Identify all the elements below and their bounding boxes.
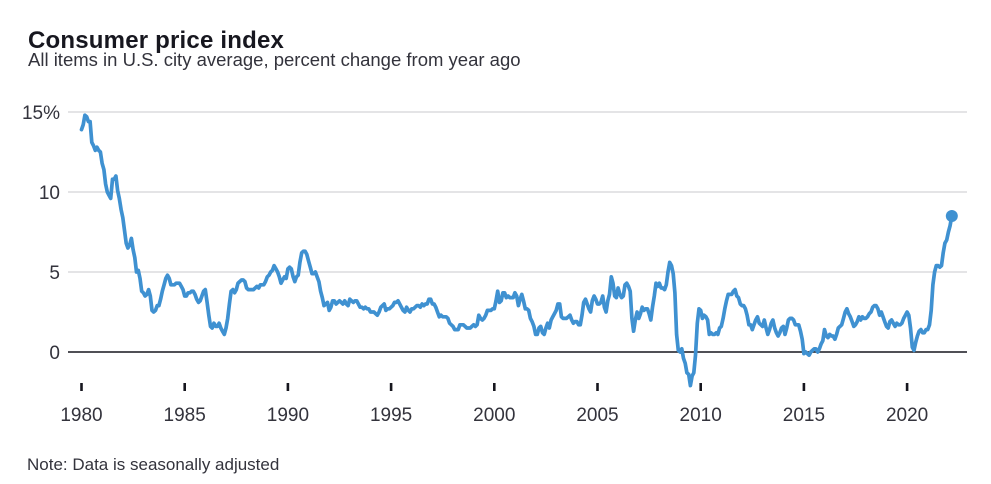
x-tick-label: 2005 [576,405,618,426]
latest-point-dot [945,210,958,222]
y-tick-label: 5 [49,263,60,284]
cpi-line-series [79,113,954,388]
chart-note: Note: Data is seasonally adjusted [27,455,280,474]
x-tick-label: 1995 [370,405,412,426]
chart-subtitle: All items in U.S. city average, percent … [28,49,521,70]
x-tick-label: 1985 [164,405,206,426]
y-tick-label: 10 [39,183,60,204]
x-tick-label: 2010 [680,405,722,426]
page-title: Consumer price index [28,27,285,55]
y-tick-label: 15% [22,103,60,124]
x-tick-label: 2015 [783,405,825,426]
x-tick-label: 2000 [473,405,515,426]
x-tick-label: 2020 [886,405,928,426]
x-tick-label: 1990 [267,405,309,426]
x-tick-label: 1980 [60,405,102,426]
y-tick-label: 0 [49,343,60,364]
